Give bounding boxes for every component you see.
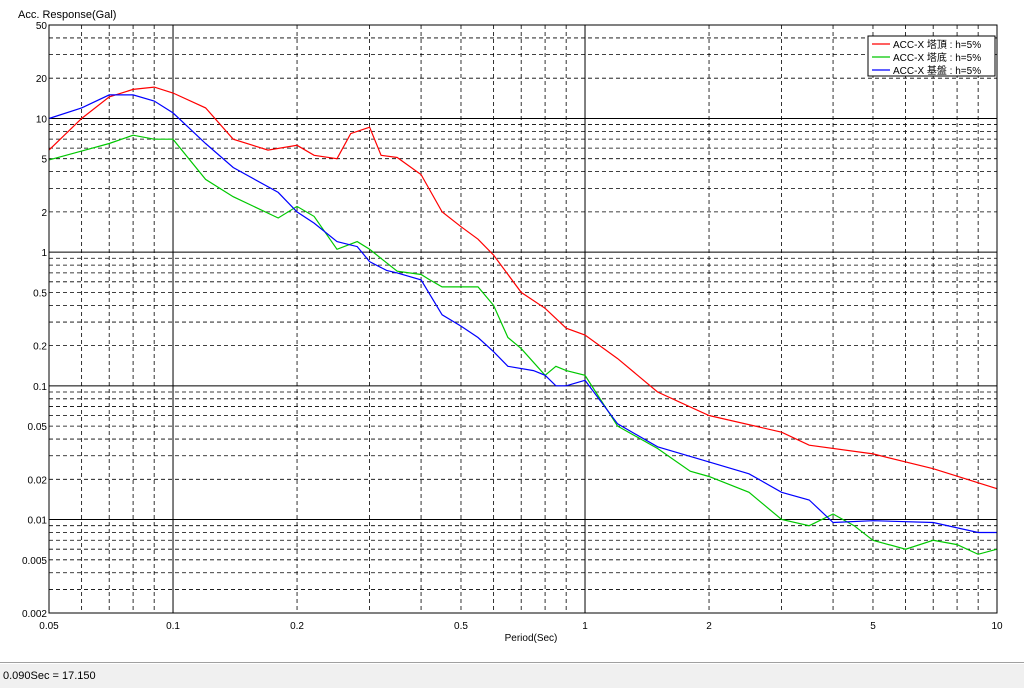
y-tick-label: 1	[41, 248, 47, 259]
series-line	[48, 86, 998, 490]
series-layer	[48, 86, 998, 555]
y-axis-title: Acc. Response(Gal)	[18, 9, 116, 21]
series-line	[48, 94, 997, 534]
y-tick-label: 10	[36, 114, 48, 125]
y-tick-label: 0.01	[28, 516, 48, 527]
status-bar: 0.090Sec = 17.150	[0, 663, 1024, 688]
grid-layer	[49, 25, 997, 613]
y-tick-label: 0.2	[33, 342, 47, 353]
x-tick-label: 0.1	[166, 621, 180, 632]
legend-box	[867, 35, 996, 77]
status-readout: 0.090Sec = 17.150	[3, 670, 96, 682]
x-tick-label: 10	[991, 621, 1003, 632]
y-tick-label: 2	[41, 208, 47, 219]
legend-entry-label: ACC-X 塔底 : h=5%	[893, 51, 981, 64]
y-tick-label: 5	[41, 155, 47, 166]
x-tick-label: 0.05	[39, 621, 59, 632]
x-tick-label: 0.5	[454, 621, 468, 632]
response-spectrum-chart[interactable]: Acc. Response(Gal) 0.05 0.1 0.2 0.5 1 2 5 100.0…	[0, 0, 1024, 662]
x-tick-label: 1	[582, 621, 588, 632]
y-tick-label: 0.02	[28, 475, 48, 486]
legend-entry-label: ACC-X 基盤 : h=5%	[893, 64, 981, 77]
y-tick-label: 0.5	[33, 288, 47, 299]
x-tick-label: 5	[870, 621, 876, 632]
y-tick-label: 0.1	[33, 382, 47, 393]
y-tick-label: 0.05	[28, 422, 48, 433]
series-line	[48, 134, 998, 555]
y-tick-label: 20	[36, 74, 48, 85]
x-axis-title: Period(Sec)	[505, 633, 558, 644]
y-tick-label: 0.002	[22, 609, 47, 620]
legend-entry-label: ACC-X 塔頂 : h=5%	[893, 38, 981, 51]
tick-labels: 0.05 0.1 0.2 0.5 1 2 5 10 0.002 0.005 0.01 0.02 0.05…	[22, 21, 1003, 632]
x-tick-label: 2	[706, 621, 712, 632]
plot-frame	[48, 24, 998, 614]
x-tick-label: 0.2	[290, 621, 304, 632]
legend: ACC-X 塔頂 : h=5%ACC-X 塔底 : h=5%ACC-X 基盤 :…	[867, 35, 996, 77]
y-tick-label: 0.005	[22, 556, 47, 567]
y-tick-label: 50	[36, 21, 48, 32]
chart-window: Acc. Response(Gal) 0.05 0.1 0.2 0.5 1 2 5 10 0.0…	[0, 0, 1024, 663]
